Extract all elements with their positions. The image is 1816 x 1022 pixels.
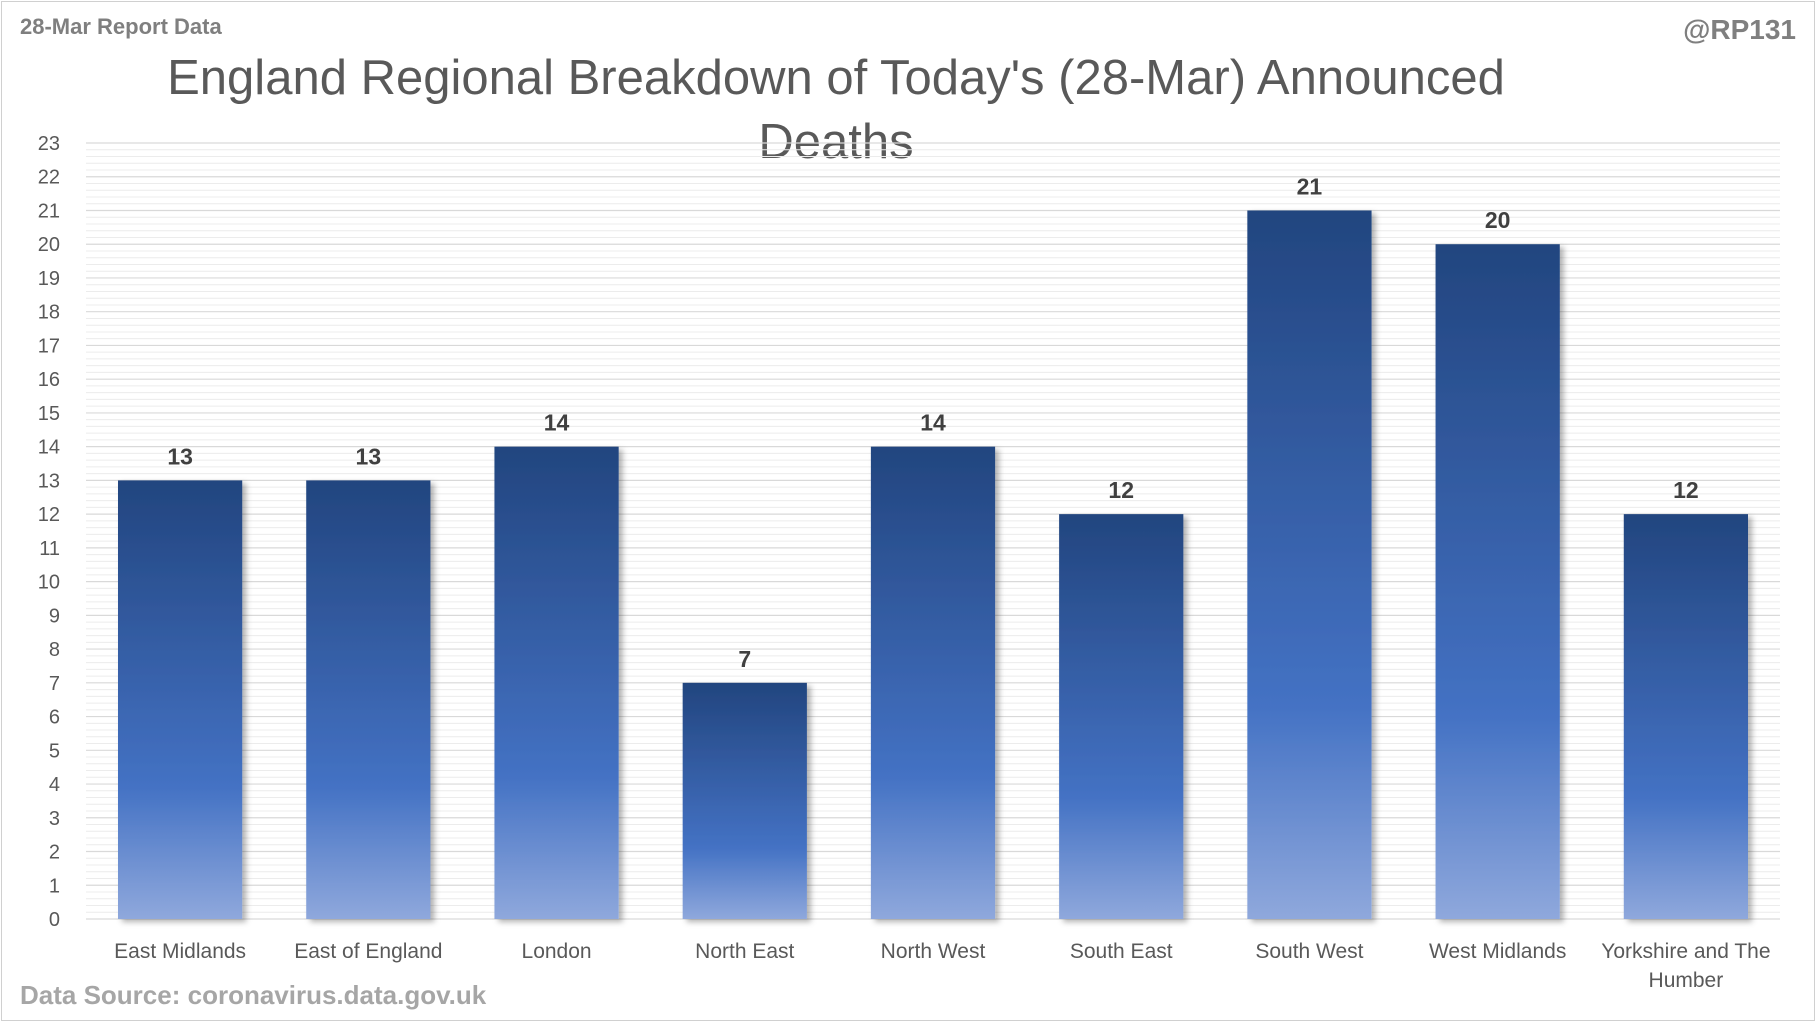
y-tick-label: 18 — [38, 302, 60, 324]
y-tick-label: 13 — [38, 470, 60, 492]
y-tick-label: 5 — [49, 740, 60, 762]
x-tick-label: East Midlands — [114, 940, 246, 963]
y-tick-label: 9 — [49, 605, 60, 627]
bars — [117, 210, 1749, 919]
data-label: 14 — [920, 410, 946, 436]
bar — [1059, 514, 1184, 919]
y-tick-label: 14 — [38, 437, 60, 459]
x-tick-label: East of England — [294, 940, 442, 963]
data-label: 12 — [1108, 477, 1134, 503]
bar — [494, 446, 619, 919]
bar — [117, 480, 243, 919]
bar — [306, 480, 431, 919]
y-tick-label: 3 — [49, 808, 60, 830]
y-tick-label: 6 — [49, 707, 60, 729]
report-label: 28-Mar Report Data — [20, 14, 222, 39]
data-label: 13 — [356, 443, 382, 469]
x-tick-label: London — [522, 940, 592, 963]
y-tick-label: 20 — [38, 234, 60, 256]
x-tick-label: West Midlands — [1429, 940, 1566, 963]
y-tick-label: 11 — [39, 538, 60, 560]
data-label: 21 — [1297, 173, 1323, 199]
y-tick-label: 12 — [38, 504, 60, 526]
data-labels: 13 13 14 7 14 12 21 20 12 — [167, 173, 1698, 671]
bar — [870, 446, 996, 919]
x-tick-label: North East — [695, 940, 794, 963]
y-tick-label: 4 — [49, 774, 60, 796]
y-tick-label: 7 — [49, 673, 60, 695]
data-label: 20 — [1485, 207, 1511, 233]
y-tick-label: 22 — [38, 167, 60, 189]
y-tick-label: 0 — [49, 909, 60, 931]
x-tick-label: Yorkshire and The Humber — [1601, 940, 1770, 992]
y-tick-label: 21 — [38, 200, 60, 222]
y-tick-label: 23 — [38, 133, 60, 155]
chart-title: England Regional Breakdown of Today's (2… — [167, 51, 1505, 169]
bar — [1435, 244, 1560, 919]
data-label: 13 — [167, 443, 193, 469]
x-axis-ticks: East Midlands East of England London North … — [114, 940, 1770, 992]
y-tick-label: 19 — [38, 268, 60, 290]
y-tick-label: 16 — [38, 369, 60, 391]
x-tick-label: South East — [1070, 940, 1173, 963]
y-tick-label: 15 — [38, 403, 60, 425]
x-tick-label: North West — [881, 940, 986, 963]
bar — [1247, 210, 1372, 919]
bar — [1623, 514, 1749, 919]
bar — [682, 682, 807, 919]
author-handle: @RP131 — [1683, 14, 1796, 45]
data-label: 14 — [544, 410, 570, 436]
data-label: 7 — [738, 646, 751, 672]
y-tick-label: 17 — [38, 335, 60, 357]
data-source-note: Data Source: coronavirus.data.gov.uk — [20, 980, 487, 1010]
data-label: 12 — [1673, 477, 1699, 503]
y-tick-label: 2 — [49, 842, 60, 864]
x-tick-label: South West — [1255, 940, 1363, 963]
y-tick-label: 1 — [49, 875, 60, 897]
y-tick-label: 8 — [49, 639, 60, 661]
y-tick-label: 10 — [38, 572, 60, 594]
